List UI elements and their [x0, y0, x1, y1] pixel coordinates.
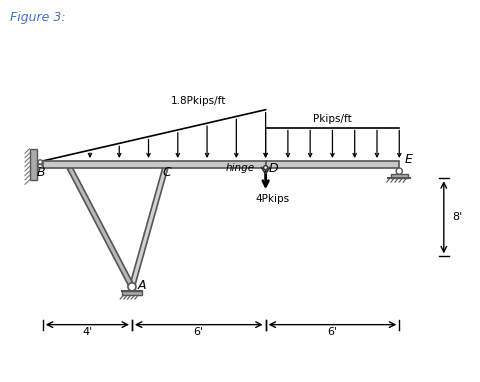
Text: C: C — [162, 166, 171, 179]
Text: Figure 3:: Figure 3: — [10, 11, 65, 24]
Circle shape — [128, 283, 136, 291]
Polygon shape — [265, 161, 399, 168]
Text: 6': 6' — [194, 327, 204, 337]
Text: D: D — [269, 162, 278, 175]
Polygon shape — [130, 167, 168, 287]
Circle shape — [396, 168, 402, 174]
Circle shape — [264, 166, 268, 170]
Text: 8': 8' — [452, 212, 463, 222]
Polygon shape — [67, 167, 134, 288]
Text: hinge: hinge — [226, 163, 254, 173]
Text: 1.8Pkips/ft: 1.8Pkips/ft — [171, 96, 227, 106]
Polygon shape — [122, 291, 142, 295]
Polygon shape — [29, 149, 37, 180]
Text: 4Pkips: 4Pkips — [255, 194, 289, 204]
Text: B: B — [36, 166, 45, 179]
Text: 6': 6' — [327, 327, 337, 337]
Polygon shape — [391, 174, 408, 178]
Text: E: E — [405, 153, 412, 166]
Text: A: A — [138, 279, 146, 292]
Text: Pkips/ft: Pkips/ft — [313, 114, 352, 124]
Text: 4': 4' — [82, 327, 93, 337]
Polygon shape — [43, 161, 265, 168]
